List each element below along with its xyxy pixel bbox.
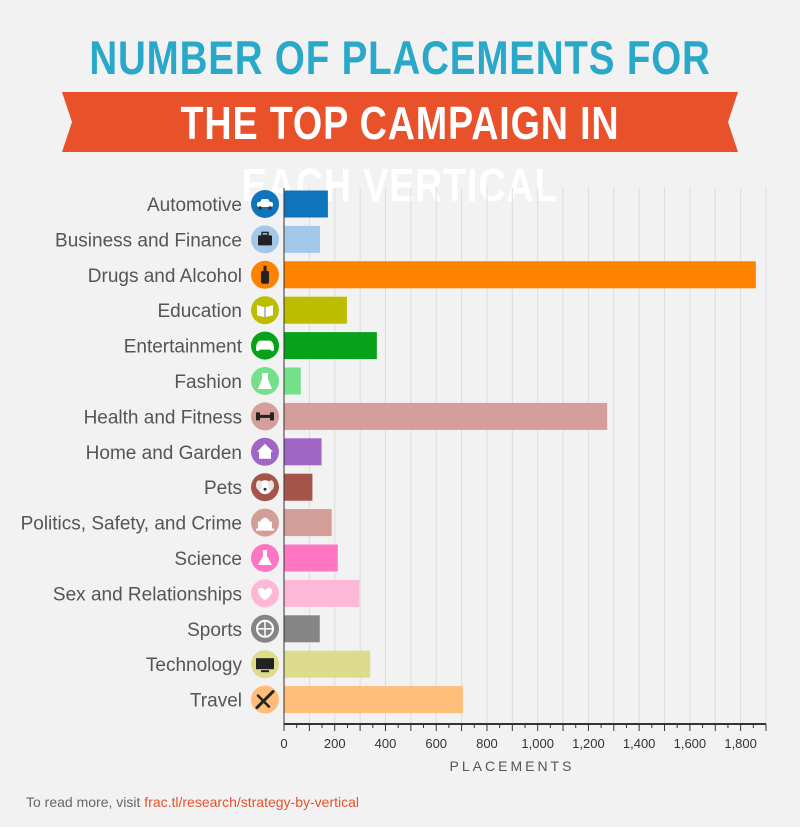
bar [284, 579, 360, 607]
bar [284, 438, 322, 466]
category-label: Health and Fitness [84, 407, 242, 428]
dog-icon [256, 480, 274, 495]
category-label: Sports [187, 620, 242, 641]
book-icon [257, 305, 273, 318]
category-label: Home and Garden [86, 443, 242, 464]
monitor-icon [256, 658, 274, 673]
dumbbell-icon [256, 412, 274, 421]
bar [284, 650, 371, 678]
x-axis-label: PLACEMENTS [450, 758, 575, 774]
flask-icon [258, 550, 272, 565]
category-label: Politics, Safety, and Crime [21, 514, 242, 535]
x-tick-label: 1,400 [623, 736, 656, 751]
x-tick-label: 200 [324, 736, 346, 751]
category-label: Technology [146, 655, 243, 676]
x-tick-label: 1,200 [572, 736, 605, 751]
category-label: Business and Finance [55, 230, 242, 251]
x-tick-label: 1,600 [674, 736, 707, 751]
dress-icon [258, 373, 272, 389]
category-label: Fashion [174, 372, 242, 393]
category-label: Drugs and Alcohol [88, 266, 242, 287]
gamepad-icon [256, 340, 274, 352]
capitol-icon [256, 517, 274, 531]
house-icon [257, 443, 273, 459]
bar [284, 225, 321, 253]
footer: To read more, visit frac.tl/research/str… [26, 794, 359, 810]
x-tick-label: 800 [476, 736, 498, 751]
bar [284, 544, 338, 572]
x-tick-label: 1,800 [724, 736, 757, 751]
car-icon [257, 199, 273, 210]
category-label: Sex and Relationships [53, 584, 242, 605]
airplane-icon [255, 690, 275, 710]
footer-prefix: To read more, visit [26, 794, 141, 810]
x-tick-label: 600 [425, 736, 447, 751]
bar-chart: Automotive Business and Finance Drugs and … [21, 188, 767, 774]
bar [284, 190, 328, 218]
bar [284, 367, 301, 395]
bottle-icon [261, 265, 269, 284]
footer-link[interactable]: frac.tl/research/strategy-by-vertical [144, 794, 359, 810]
x-tick-label: 1,000 [521, 736, 554, 751]
bar [284, 296, 347, 324]
category-label: Science [174, 549, 242, 570]
category-label: Entertainment [124, 337, 243, 358]
heart-icon [258, 587, 272, 601]
category-label: Automotive [147, 195, 242, 216]
bar [284, 332, 377, 360]
bar [284, 473, 313, 501]
bar [284, 615, 320, 643]
title-banner: THE TOP CAMPAIGN IN EACH VERTICAL [62, 92, 738, 211]
briefcase-icon [258, 231, 272, 246]
x-tick-label: 0 [280, 736, 287, 751]
x-tick-label: 400 [375, 736, 397, 751]
bar [284, 402, 608, 430]
category-label: Pets [204, 478, 242, 499]
category-label: Travel [190, 691, 242, 712]
category-label: Education [157, 301, 242, 322]
bar [284, 261, 756, 289]
chart-title-line1: NUMBER OF PLACEMENTS FOR [89, 31, 711, 84]
banner-ribbon [62, 92, 738, 152]
bar [284, 509, 332, 537]
bar [284, 686, 463, 714]
ball-icon [256, 619, 274, 638]
